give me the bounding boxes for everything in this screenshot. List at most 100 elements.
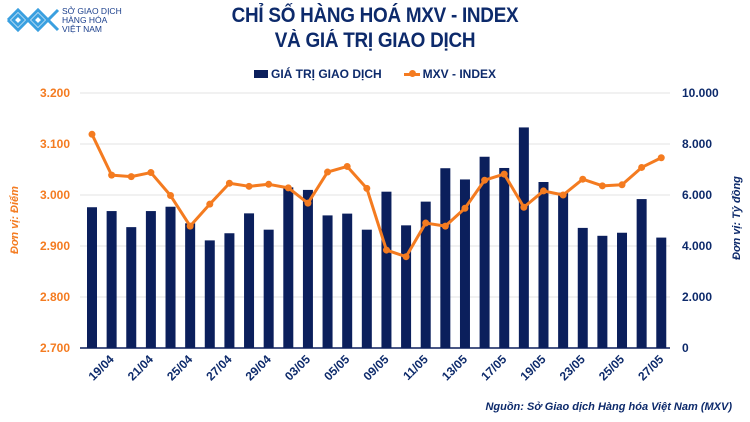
bar [224,233,235,348]
y-left-tick-label: 2.900 [40,239,70,253]
line-point [520,203,528,211]
line-point [304,199,312,207]
x-tick-label: 25/04 [164,352,195,383]
x-tick-label: 17/05 [478,352,509,383]
line-point [225,179,233,187]
line-point [108,171,116,179]
bar [636,199,647,348]
line-point [206,200,214,208]
bar [126,227,137,348]
y-left-axis-label: Đơn vị: Điểm [9,186,21,254]
line-point [343,162,351,170]
bar [479,156,490,348]
chart-title: CHỈ SỐ HÀNG HOÁ MXV - INDEX [231,4,519,27]
legend: GIÁ TRỊ GIAO DỊCH MXV - INDEX [0,67,750,81]
bar [342,213,353,348]
source-note: Nguồn: Sở Giao dịch Hàng hóa Việt Nam (M… [485,401,732,413]
bar [244,213,255,348]
line-point [382,246,390,254]
line-point [127,173,135,181]
line-point [284,184,292,192]
bar [459,179,470,348]
y-right-tick-label: 0 [682,341,689,355]
y-left-tick-label: 2.700 [40,341,70,355]
x-tick-label: 19/04 [86,352,117,383]
line-point [422,219,430,227]
y-right-tick-label: 2.000 [682,290,712,304]
x-tick-label: 09/05 [360,352,391,383]
line-point [324,168,332,176]
bar [538,181,549,348]
bar [656,237,667,348]
line-point [88,130,96,138]
line-point [167,192,175,200]
line-point [186,222,194,230]
legend-swatch-line [403,70,420,77]
y-left-tick-label: 3.200 [40,86,70,100]
bar [106,211,117,348]
line-point [245,182,253,190]
x-tick-label: 11/05 [400,352,431,383]
line-point [638,163,646,171]
x-tick-label: 27/05 [635,352,666,383]
line-point [481,176,489,184]
bar [617,232,628,348]
x-tick-label: 03/05 [282,352,313,383]
x-tick-label: 29/04 [243,352,274,383]
bar [165,206,176,348]
chart-subtitle: VÀ GIÁ TRỊ GIAO DỊCH [274,29,476,52]
bar [381,191,392,348]
legend-label: MXV - INDEX [422,67,496,81]
line-point [265,180,273,188]
line-point [363,184,371,192]
bar [420,201,431,348]
mxv-index-line [90,133,662,259]
bar [302,189,313,348]
x-tick-label: 05/05 [321,352,352,383]
legend-item-bar: GIÁ TRỊ GIAO DỊCH [253,67,382,81]
logo-text: SỞ GIAO DỊCH HÀNG HÓA VIỆT NAM [62,7,122,34]
bar [440,168,451,348]
line-point [618,181,626,189]
line-point [579,175,587,183]
bar [518,127,529,348]
x-tick-label: 13/05 [439,352,470,383]
bar [322,215,333,348]
x-tick-label: 21/04 [125,352,156,383]
bar [577,227,588,348]
legend-label: GIÁ TRỊ GIAO DỊCH [270,67,382,81]
bar [499,167,510,348]
line-point [598,182,606,190]
legend-item-line: MXV - INDEX [403,67,496,81]
bar [597,235,608,348]
logo-icon [6,7,60,33]
y-left-tick-label: 3.100 [40,137,70,151]
y-right-tick-label: 6.000 [682,188,712,202]
line-point [461,204,469,212]
x-tick-label: 23/05 [557,352,588,383]
bar [283,187,294,348]
bar [401,225,412,348]
y-left-tick-label: 2.800 [40,290,70,304]
line-point [500,170,508,178]
x-tick-label: 25/05 [596,352,627,383]
logo-line: SỞ GIAO DỊCH [62,6,122,16]
bar [204,240,215,348]
bar [361,229,372,348]
logo-line: HÀNG HÓA [62,15,108,25]
line-point [539,187,547,195]
bar [87,207,97,348]
line-point [147,169,155,177]
bar [185,223,196,348]
x-tick-label: 27/04 [203,352,234,383]
line-point [657,154,665,162]
y-right-axis-label: Đơn vị: Tỷ đồng [731,176,743,260]
y-left-tick-label: 3.000 [40,188,70,202]
bar [263,229,274,348]
legend-swatch-bar [253,70,268,78]
line-point [441,222,449,230]
logo-line: VIỆT NAM [62,24,102,34]
line-point [559,191,567,199]
bar [145,211,156,348]
